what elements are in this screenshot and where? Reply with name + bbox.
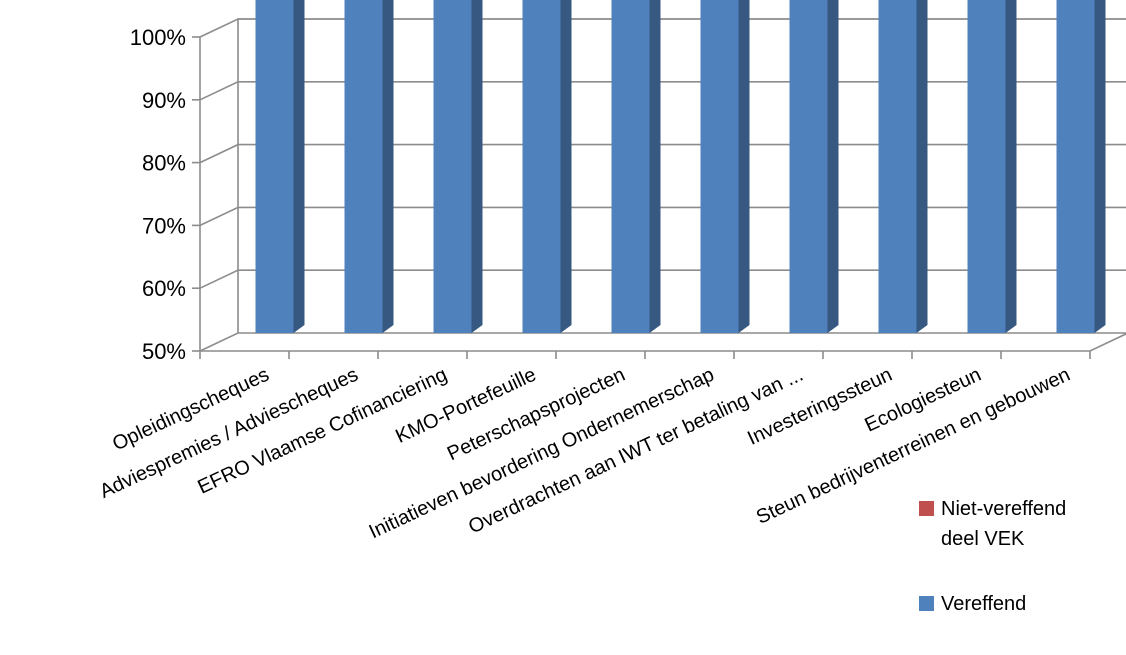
bar-segment-side bbox=[561, 0, 572, 333]
bar-segment-side bbox=[294, 0, 305, 333]
legend-label: Niet-vereffend bbox=[941, 498, 1066, 520]
bar-segment bbox=[968, 0, 1006, 333]
bars bbox=[256, 0, 1106, 333]
legend-swatch bbox=[919, 501, 934, 516]
bar-segment-side bbox=[1095, 0, 1106, 333]
y-axis-tick-labels: 50% 60% 70% 80% 90% 100% bbox=[130, 25, 186, 364]
gridline bbox=[200, 333, 1126, 351]
bar-segment-side bbox=[828, 0, 839, 333]
bar-segment-side bbox=[739, 0, 750, 333]
bar-segment bbox=[523, 0, 561, 333]
bar-segment bbox=[434, 0, 472, 333]
bar-segment-side bbox=[472, 0, 483, 333]
bar-segment-side bbox=[917, 0, 928, 333]
y-tick-label: 80% bbox=[142, 151, 186, 176]
legend-label: Vereffend bbox=[941, 593, 1026, 615]
x-category-label: Investeringssteun bbox=[744, 364, 895, 450]
legend: Niet-vereffend deel VEK Vereffend bbox=[919, 498, 1066, 615]
y-tick-label: 60% bbox=[142, 276, 186, 301]
y-tick-label: 50% bbox=[142, 339, 186, 364]
y-tick-label: 90% bbox=[142, 88, 186, 113]
y-tick-label: 100% bbox=[130, 25, 186, 50]
bar-segment-side bbox=[1006, 0, 1017, 333]
legend-label: deel VEK bbox=[941, 528, 1025, 550]
bar-segment-side bbox=[650, 0, 661, 333]
bar-segment bbox=[701, 0, 739, 333]
legend-swatch bbox=[919, 596, 934, 611]
floor bbox=[200, 333, 1126, 351]
bar-segment bbox=[612, 0, 650, 333]
bar-segment bbox=[256, 0, 294, 333]
bar-segment-side bbox=[383, 0, 394, 333]
bar-segment bbox=[879, 0, 917, 333]
bar-segment bbox=[345, 0, 383, 333]
bar-segment bbox=[1057, 0, 1095, 333]
y-tick-label: 70% bbox=[142, 213, 186, 238]
bar-segment bbox=[790, 0, 828, 333]
